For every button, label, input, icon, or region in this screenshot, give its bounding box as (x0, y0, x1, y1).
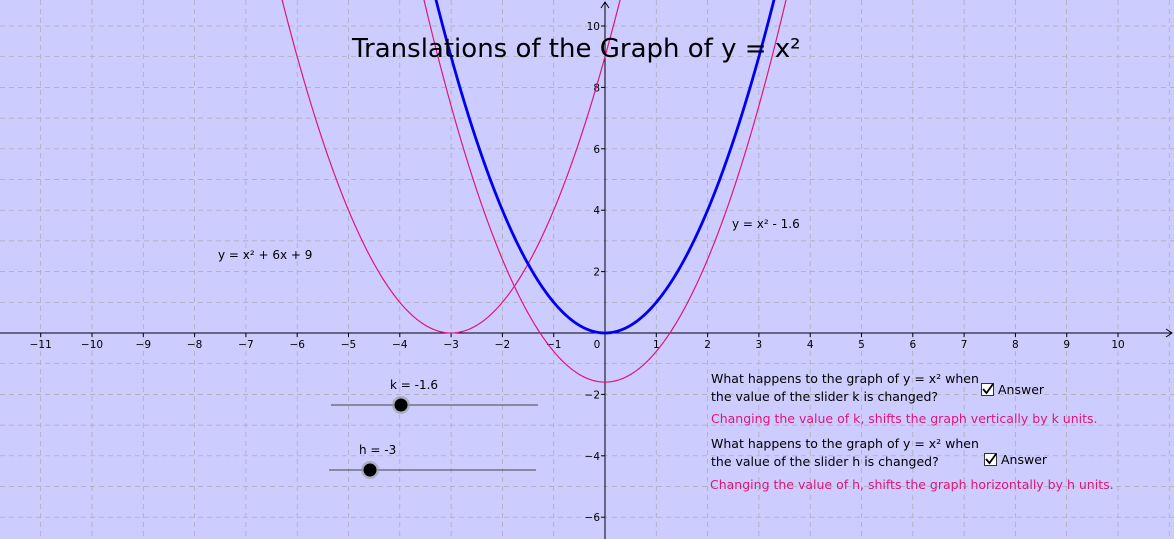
slider-k-label: k = -1.6 (390, 378, 439, 392)
slider-k[interactable] (331, 396, 538, 414)
answer-k-checkbox-label[interactable]: Answer (998, 382, 1045, 397)
x-tick-label: −9 (136, 339, 151, 351)
question-k-line2: the value of the slider k is changed? (711, 389, 939, 404)
x-axis-arrow (1165, 328, 1173, 338)
x-tick-label: −3 (443, 339, 458, 351)
x-tick-label: −8 (187, 339, 202, 351)
question-h-line2: the value of the slider h is changed? (711, 454, 939, 469)
y-tick-label: 8 (593, 82, 600, 94)
curve-base (434, 0, 776, 335)
slider-h-label: h = -3 (359, 443, 397, 457)
x-tick-label: 7 (961, 339, 968, 351)
x-tick-label: 3 (756, 339, 763, 351)
x-tick-label: −2 (495, 339, 510, 351)
y-tick-label: 2 (593, 267, 600, 279)
curve-h-shift (281, 0, 621, 334)
answer-h-checkbox[interactable]: Answer (984, 452, 1047, 467)
curve-label-k-shift: y = x² - 1.6 (732, 217, 800, 231)
curve-k-shift (423, 0, 787, 383)
y-tick-label: −4 (585, 451, 601, 463)
page-title: Translations of the Graph of y = x² (352, 34, 801, 64)
x-tick-label: 4 (807, 339, 814, 351)
answer-k-text: Changing the value of k, shifts the grap… (711, 411, 1098, 426)
x-tick-label: −4 (392, 339, 408, 351)
answer-h-checkbox-label[interactable]: Answer (1001, 452, 1048, 467)
slider-h[interactable] (329, 461, 536, 479)
y-tick-label: 6 (593, 144, 600, 156)
x-tick-label: −10 (81, 339, 103, 351)
x-tick-label: 0 (594, 339, 601, 351)
x-tick-label: 6 (909, 339, 916, 351)
slider-k-handle[interactable] (394, 398, 408, 412)
x-tick-label: −6 (289, 339, 305, 351)
x-tick-label: −1 (546, 339, 561, 351)
answer-k-checkbox[interactable]: Answer (981, 382, 1044, 397)
tick-labels: −11 −10 −9 −8 −7 −6 −5 −4 −3 −2 −1 0 1 2 3 4 5 6 7 8 9 101086… (30, 21, 1125, 524)
question-k-line1: What happens to the graph of y = x² when (711, 371, 979, 386)
x-tick-label: −11 (30, 339, 52, 351)
x-tick-label: 10 (1111, 339, 1124, 351)
question-k: What happens to the graph of y = x² when… (711, 370, 979, 406)
x-tick-label: 1 (653, 339, 660, 351)
y-tick-label: −6 (585, 512, 601, 524)
curves (281, 0, 787, 383)
checkbox-checked-icon[interactable] (981, 383, 994, 396)
question-h: What happens to the graph of y = x² when… (711, 435, 979, 471)
question-h-line1: What happens to the graph of y = x² when (711, 436, 979, 451)
answer-h-text: Changing the value of h, shifts the grap… (710, 477, 1114, 492)
x-tick-label: 9 (1063, 339, 1070, 351)
x-tick-label: 2 (704, 339, 711, 351)
y-tick-label: 4 (593, 205, 600, 217)
checkbox-checked-icon[interactable] (984, 453, 997, 466)
slider-h-handle[interactable] (363, 463, 377, 477)
y-tick-label: −2 (585, 389, 600, 401)
y-tick-label: 10 (587, 21, 600, 33)
curve-label-h-shift: y = x² + 6x + 9 (218, 248, 313, 262)
x-tick-label: −7 (238, 339, 253, 351)
x-tick-label: 8 (1012, 339, 1019, 351)
y-axis-arrow (600, 1, 610, 9)
x-tick-label: −5 (341, 339, 356, 351)
x-tick-label: 5 (858, 339, 865, 351)
